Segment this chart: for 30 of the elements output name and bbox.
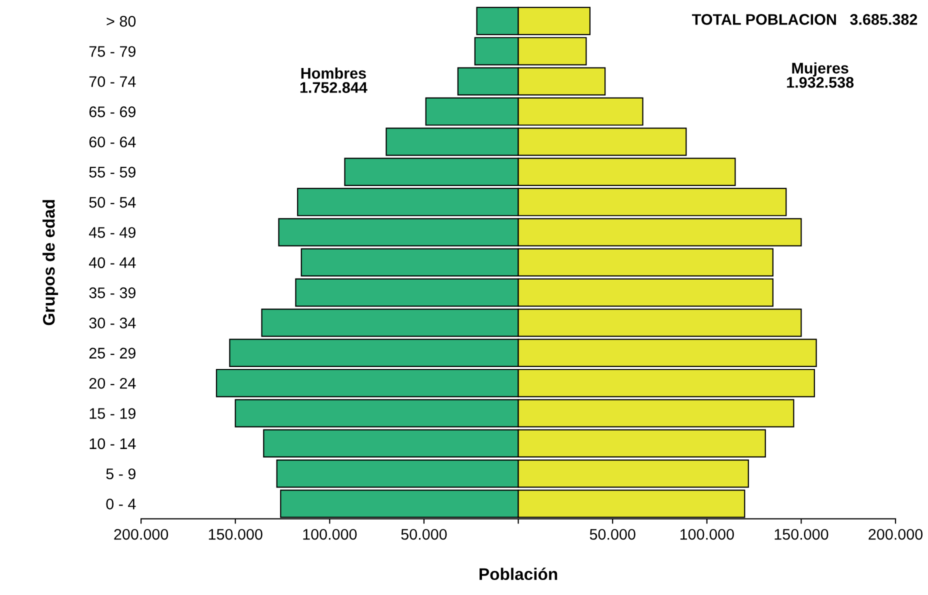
y-tick-label: 70 - 74 bbox=[89, 76, 136, 88]
y-tick-label: 5 - 9 bbox=[106, 468, 136, 480]
annotation: Hombres 1.752.844 bbox=[300, 67, 368, 93]
y-tick-label: 40 - 44 bbox=[88, 257, 136, 268]
y-tick-label: 65 - 69 bbox=[89, 106, 136, 118]
y-axis-title: Grupos de edad bbox=[42, 200, 58, 326]
y-tick-label: 50 - 54 bbox=[89, 196, 136, 208]
x-tick-label: 100.000 bbox=[303, 528, 357, 540]
x-tick-label: 200.000 bbox=[868, 528, 923, 540]
x-axis-title: Población bbox=[480, 568, 558, 580]
y-tick-label: 60 - 64 bbox=[89, 136, 136, 148]
annotation: TOTAL POBLACION 3.685.382 bbox=[692, 14, 918, 25]
x-tick-label: 150.000 bbox=[774, 528, 828, 540]
x-tick-label: 50.000 bbox=[590, 528, 636, 540]
y-tick-label: 15 - 19 bbox=[90, 408, 136, 419]
y-tick-label: 0 - 4 bbox=[106, 498, 136, 510]
x-tick-label: 50.000 bbox=[401, 528, 447, 540]
y-tick-label: 45 - 49 bbox=[88, 227, 136, 238]
y-tick-label: 10 - 14 bbox=[90, 438, 136, 450]
x-tick-label: 200.000 bbox=[114, 528, 168, 540]
annotation: Mujeres 1.932.538 bbox=[787, 62, 854, 88]
y-tick-label: > 80 bbox=[106, 16, 136, 27]
x-tick-label: 150.000 bbox=[208, 528, 262, 540]
y-tick-label: 25 - 29 bbox=[89, 348, 136, 359]
y-tick-label: 35 - 39 bbox=[89, 287, 136, 298]
y-tick-label: 75 - 79 bbox=[89, 46, 136, 57]
y-tick-label: 30 - 34 bbox=[89, 318, 136, 328]
x-tick-label: 100.000 bbox=[680, 528, 734, 540]
y-tick-label: 55 - 59 bbox=[89, 166, 136, 178]
y-tick-label: 20 - 24 bbox=[89, 378, 136, 389]
